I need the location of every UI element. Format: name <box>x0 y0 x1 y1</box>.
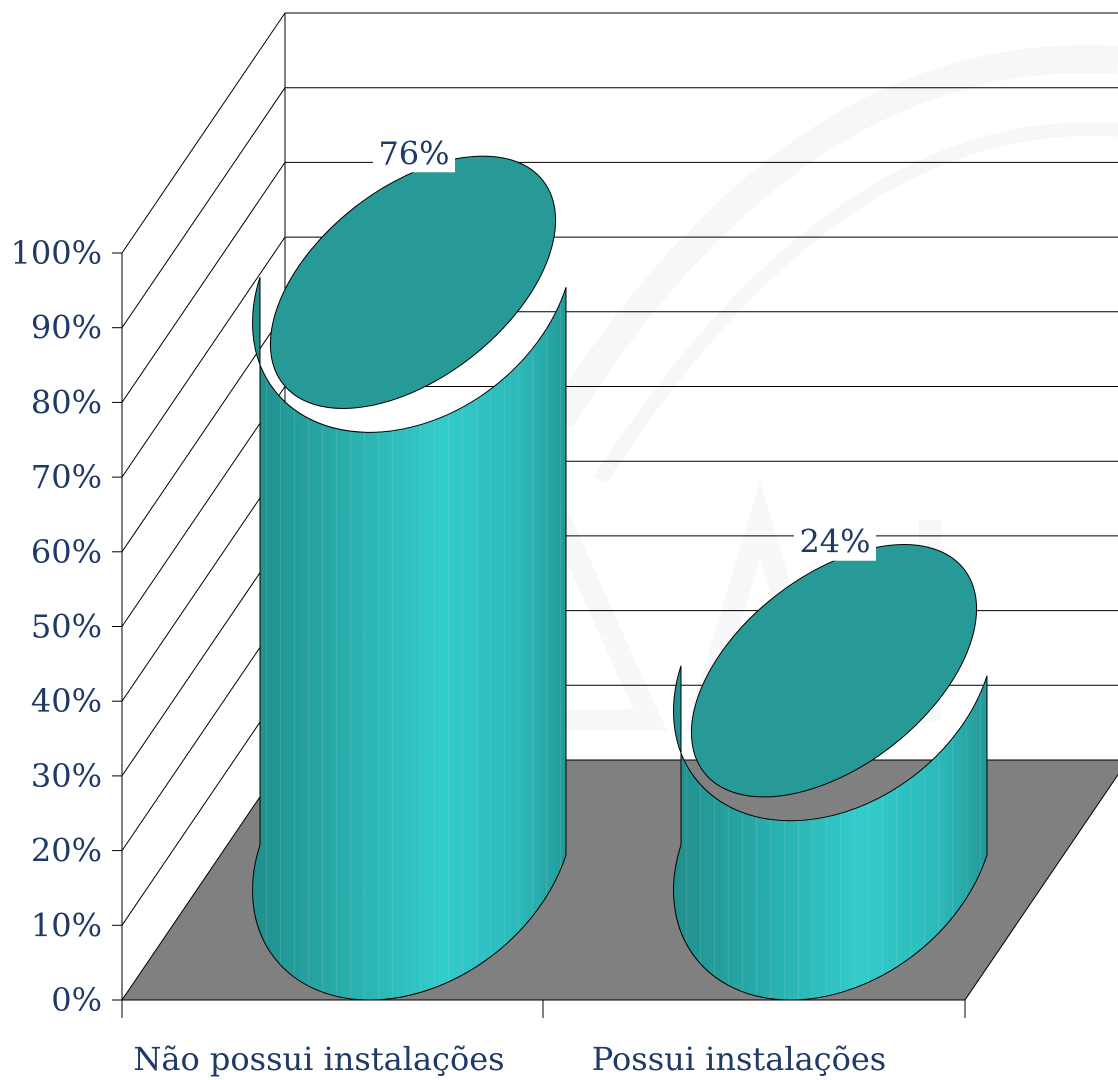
cylinder-shading <box>673 665 987 1000</box>
data-label: 76% <box>378 134 449 172</box>
y-tick-label: 0% <box>51 981 102 1019</box>
y-tick-label: 50% <box>31 608 102 646</box>
axis-labels: 0% 10% 20% 30% 40% 50% 60% 70% 80% 90% 100% Não pos… <box>11 234 887 1078</box>
cylinder-bar: 24% <box>672 510 988 1001</box>
y-tick-label: 70% <box>31 458 102 496</box>
category-label: Possui instalações <box>592 1040 886 1078</box>
cylinder-top <box>269 155 557 409</box>
y-tick-label: 80% <box>31 383 102 421</box>
side-gridline <box>121 685 286 926</box>
data-label-box <box>794 510 876 561</box>
side-gridline <box>121 460 286 702</box>
side-gridline <box>121 12 286 254</box>
side-gridline <box>121 162 286 403</box>
side-gridline <box>121 386 286 627</box>
side-gridline <box>121 236 286 478</box>
cylinder-shading <box>252 277 566 1001</box>
side-gridline <box>121 535 286 777</box>
y-tick-label: 90% <box>31 309 102 347</box>
y-tick-label: 60% <box>31 533 102 571</box>
y-tick-label: 40% <box>31 682 102 720</box>
data-label-box <box>373 122 455 173</box>
y-tick-label: 30% <box>31 757 102 795</box>
side-gridline <box>121 610 286 851</box>
data-label: 24% <box>799 523 870 561</box>
y-tick-label: 10% <box>31 906 102 944</box>
bars-layer: 76% 24% <box>251 122 988 1001</box>
cylinder-top <box>690 544 978 798</box>
y-tick-label: 20% <box>31 832 102 870</box>
y-tick-label: 100% <box>11 234 102 272</box>
side-gridline <box>121 87 286 328</box>
category-label: Não possui instalações <box>133 1040 504 1078</box>
cylinder-bar: 76% <box>251 122 567 1001</box>
